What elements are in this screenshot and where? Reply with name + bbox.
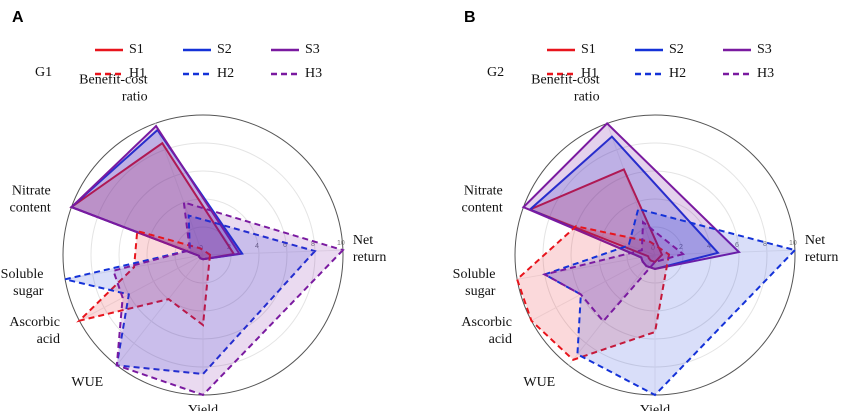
radar-area (112, 200, 345, 397)
axis-label: sugar (13, 284, 44, 299)
panel-label: B (464, 9, 476, 26)
axis-label: Nitrate (12, 183, 51, 198)
tick-label: 8 (311, 241, 315, 248)
radar-area (69, 124, 242, 261)
axis-label: ratio (574, 89, 600, 104)
radar-chart: AG10246810S1S2S3H1H2H3NetreturnYieldWUEA… (1, 9, 387, 411)
axis-label: Net (805, 233, 825, 248)
legend-label: S2 (669, 42, 684, 57)
legend-label: H1 (129, 66, 146, 81)
group-label: G1 (35, 65, 52, 80)
radar-chart: BG20246810S1S2S3H1H2H3NetreturnYieldWUEA… (453, 9, 839, 411)
axis-label: acid (489, 332, 512, 347)
legend-label: H2 (669, 66, 686, 81)
axis-label: WUE (71, 375, 103, 390)
spoke (606, 123, 656, 256)
axis-label: Yield (188, 403, 218, 411)
radar-area (521, 122, 742, 271)
axis-label: WUE (523, 375, 555, 390)
panel-label: A (12, 9, 24, 26)
tick-label: 10 (789, 240, 797, 247)
tick-label: 6 (283, 242, 287, 249)
legend-label: S2 (217, 42, 232, 57)
axis-label: content (462, 200, 503, 215)
axis-label: content (10, 200, 51, 215)
axis-label: ratio (122, 89, 148, 104)
tick-label: 4 (255, 243, 259, 250)
axis-label: Ascorbic (461, 315, 512, 330)
legend-label: H2 (217, 66, 234, 81)
tick-label: 2 (679, 244, 683, 251)
axis-label: Nitrate (464, 183, 503, 198)
legend-label: S1 (129, 42, 144, 57)
spoke (116, 254, 204, 366)
spoke (202, 249, 343, 256)
axis-label: sugar (465, 284, 496, 299)
legend-label: S3 (305, 42, 320, 57)
legend-label: S3 (757, 42, 772, 57)
spoke (79, 254, 204, 322)
axis-label: return (805, 250, 838, 265)
axis-label: Soluble (453, 267, 496, 282)
tick-label: 8 (763, 241, 767, 248)
radar-area (541, 220, 686, 323)
radar-area (515, 225, 671, 361)
radar-area (64, 214, 317, 376)
axis-label: Benefit-cost (79, 72, 148, 87)
spoke (654, 249, 795, 256)
radar-area (542, 207, 797, 397)
group-label: G2 (487, 65, 504, 80)
axis-label: Benefit-cost (531, 72, 600, 87)
tick-label: 10 (337, 240, 345, 247)
radar-area (527, 168, 664, 264)
legend-label: H3 (757, 66, 774, 81)
spoke (517, 254, 656, 280)
legend-label: S1 (581, 42, 596, 57)
legend-label: H1 (581, 66, 598, 81)
tick-label: 6 (735, 242, 739, 249)
tick-label: 4 (707, 243, 711, 250)
legend-label: H3 (305, 66, 322, 81)
axis-label: Yield (640, 403, 670, 411)
axis-label: Ascorbic (9, 315, 60, 330)
axis-label: return (353, 250, 386, 265)
axis-label: Soluble (1, 267, 44, 282)
spoke (531, 254, 656, 322)
axis-label: acid (37, 332, 60, 347)
axis-label: Net (353, 233, 373, 248)
